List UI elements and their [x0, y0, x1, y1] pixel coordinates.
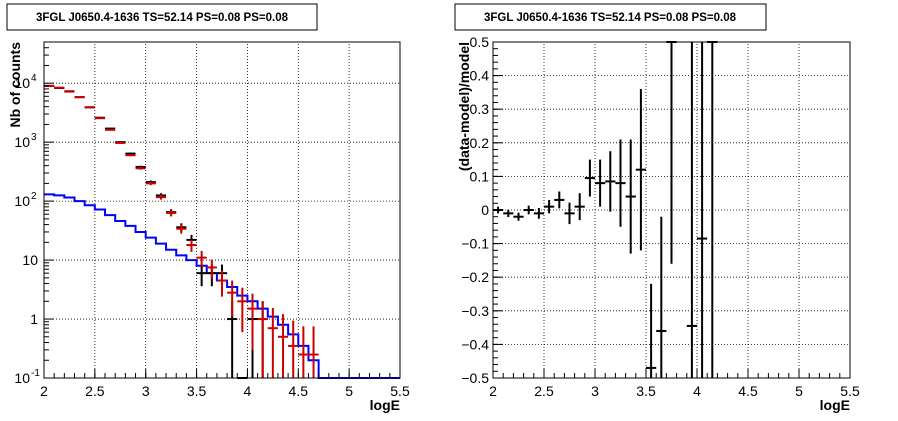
y-tick-label: −0.3	[461, 303, 489, 319]
y-tick-label: −0.4	[461, 336, 489, 352]
x-tick-label: 2	[489, 383, 497, 399]
marks-left	[44, 84, 400, 379]
x-tick-label: 5	[795, 383, 803, 399]
y-tick-label: 0	[481, 202, 489, 218]
counts-spectrum-panel: 3FGL J0650.4-1636 TS=52.14 PS=0.08 PS=0.…	[6, 3, 410, 413]
y-tick-label: −0.1	[461, 236, 489, 252]
y-tick-exponent: 2	[31, 191, 37, 202]
x-tick-label: 3	[142, 383, 150, 399]
y-tick-label: 10	[14, 134, 30, 150]
y-tick-label: 0.1	[470, 168, 490, 184]
y-tick-label: −0.5	[461, 370, 489, 386]
y-tick-label: 0.2	[470, 135, 490, 151]
y-tick-label: 10	[14, 193, 30, 209]
x-tick-label: 4	[693, 383, 701, 399]
marks-right	[493, 41, 718, 378]
x-axis-label-left: logE	[370, 397, 400, 413]
title-box-left	[6, 3, 318, 31]
y-tick-label: 0.5	[470, 34, 490, 50]
ticks-right: 2 2.5 3 3.5 4 4.5 5 5.5 0.5 0.4 0.3 0.2 0.1 0 −0.1 −0.2…	[461, 34, 860, 399]
title-box-right	[454, 3, 767, 31]
y-tick-exponent: 3	[31, 132, 37, 143]
y-tick-exponent: -1	[31, 368, 40, 379]
y-axis-label-left: Nb of counts	[7, 42, 23, 128]
x-tick-label: 3	[591, 383, 599, 399]
y-tick-label: 0.3	[470, 101, 490, 117]
x-tick-label: 2.5	[534, 383, 554, 399]
x-axis-label-right: logE	[820, 397, 850, 413]
x-tick-label: 5	[345, 383, 353, 399]
y-tick-exponent: 4	[31, 73, 37, 84]
x-tick-label: 2	[40, 383, 48, 399]
y-axis-label-right: (data-model)/model	[456, 42, 472, 171]
chart-title-left: 3FGL J0650.4-1636 TS=52.14 PS=0.08 PS=0.…	[36, 12, 289, 24]
y-tick-label: 10	[22, 252, 38, 268]
x-tick-label: 5.5	[840, 383, 860, 399]
y-tick-label: −0.2	[461, 269, 489, 285]
y-tick-label: 10	[14, 75, 30, 91]
x-tick-label: 5.5	[390, 383, 410, 399]
x-tick-label: 4.5	[289, 383, 309, 399]
x-tick-label: 3.5	[187, 383, 207, 399]
y-tick-label: 10	[14, 370, 30, 386]
x-tick-label: 4.5	[738, 383, 758, 399]
y-tick-label: 1	[30, 311, 38, 327]
x-tick-label: 3.5	[636, 383, 656, 399]
chart-title-right: 3FGL J0650.4-1636 TS=52.14 PS=0.08 PS=0.…	[484, 12, 737, 24]
grid-right	[493, 42, 850, 378]
x-tick-label: 4	[244, 383, 252, 399]
x-tick-label: 2.5	[85, 383, 105, 399]
residuals-panel: 3FGL J0650.4-1636 TS=52.14 PS=0.08 PS=0.…	[454, 3, 860, 413]
y-tick-label: 0.4	[470, 68, 490, 84]
